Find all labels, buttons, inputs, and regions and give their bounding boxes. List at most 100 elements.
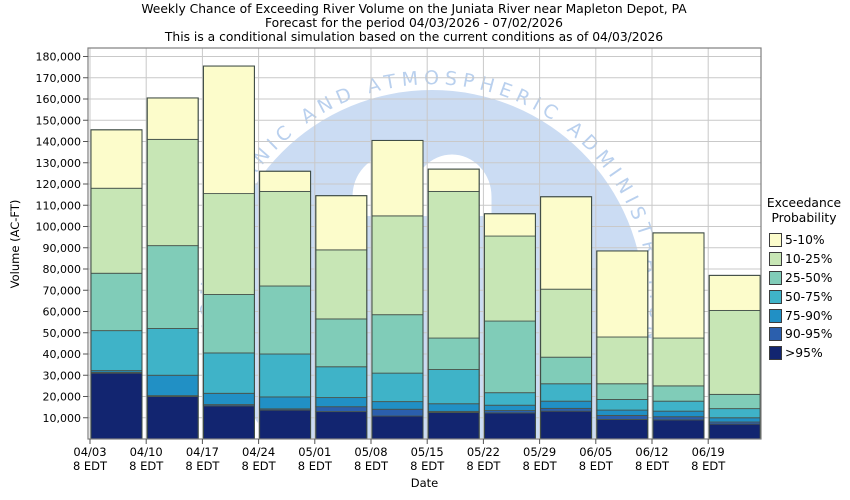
bar-segment-10-25- [146, 138, 199, 247]
bar-segment-50-75- [146, 328, 199, 376]
bar-segment-5-10- [483, 213, 536, 237]
bar-segment-50-75- [315, 366, 368, 399]
bar-segment-90-95- [371, 408, 424, 417]
y-tick-label: 10,000 [43, 412, 82, 425]
bar-segment-10-25- [259, 190, 312, 287]
axis-ticks [83, 56, 709, 444]
bar-segment-25-50- [596, 383, 649, 400]
legend-label: 50-75% [785, 289, 833, 304]
legend-swatch [769, 308, 782, 323]
legend-label: 25-50% [785, 270, 833, 285]
x-tick-label-time: 8 EDT [410, 459, 445, 473]
y-tick-label: 160,000 [36, 93, 82, 106]
x-tick-label-date: 05/01 [298, 445, 331, 459]
bar-segment-75-90- [315, 397, 368, 408]
gridlines [88, 48, 761, 439]
x-tick-label-date: 04/03 [73, 445, 106, 459]
x-tick-label-time: 8 EDT [579, 459, 614, 473]
bar-segment-10-25- [540, 288, 593, 358]
bar-04/10 [146, 97, 199, 440]
bar-segment-25-50- [652, 385, 705, 402]
x-tick-label-date: 04/10 [130, 445, 163, 459]
y-tick-label: 140,000 [36, 136, 82, 149]
chart-title-line3: This is a conditional simulation based o… [164, 30, 664, 44]
bar-segment-25-50- [90, 272, 143, 332]
bar-segment-10-25- [596, 336, 649, 385]
y-tick-label: 110,000 [36, 199, 82, 212]
bar-segment-10-25- [202, 193, 255, 295]
x-tick-label-date: 05/29 [523, 445, 556, 459]
bar-segment-75-90- [483, 404, 536, 411]
y-tick-label: 90,000 [43, 242, 82, 255]
x-tick-label-time: 8 EDT [466, 459, 501, 473]
bar-segment-75-90- [202, 392, 255, 406]
bar-segment-10-25- [90, 187, 143, 274]
chart-title-line2: Forecast for the period 04/03/2026 - 07/… [265, 16, 563, 30]
legend-swatch [769, 252, 782, 267]
x-axis-title: Date [410, 476, 439, 490]
bar-06/12 [652, 232, 705, 440]
legend-title: Exceedance Probability [758, 196, 850, 226]
legend-label: 10-25% [785, 252, 833, 267]
bar-segment-50-75- [371, 372, 424, 403]
legend-title-line1: Exceedance [766, 196, 842, 210]
legend-swatch [769, 327, 782, 342]
bar-segment-25-50- [540, 356, 593, 385]
x-tick-label-date: 06/05 [579, 445, 612, 459]
bar-segment-75-90- [371, 401, 424, 410]
x-tick-label-date: 05/15 [411, 445, 444, 459]
bar-segment-10-25- [708, 309, 761, 395]
bar-segment--95- [708, 423, 761, 440]
bar-segment-25-50- [483, 320, 536, 394]
bar-segment--95- [540, 410, 593, 440]
bar-05/01 [315, 195, 368, 440]
y-tick-labels: 10,000 20,000 30,000 40,000 50,000 60,000 70,0… [36, 51, 82, 425]
y-tick-label: 30,000 [43, 369, 82, 382]
y-tick-label: 50,000 [43, 327, 82, 340]
bar-06/05 [596, 250, 649, 440]
legend: Exceedance Probability 5-10% 10-25% 25-50%… [758, 196, 850, 363]
bar-segment-5-10- [202, 65, 255, 195]
bar-segment--95- [371, 415, 424, 440]
legend-item-25-50-: 25-50% [758, 269, 850, 288]
bar-segment-50-75- [90, 330, 143, 372]
x-tick-label-date: 04/24 [242, 445, 275, 459]
bar-segment-50-75- [652, 400, 705, 412]
bar-segment-10-25- [371, 215, 424, 316]
x-tick-label-time: 8 EDT [185, 459, 220, 473]
bar-segment-75-90- [596, 409, 649, 416]
bar-05/08 [371, 139, 424, 440]
bar-06/19 [708, 274, 761, 440]
y-tick-label: 70,000 [43, 284, 82, 297]
bar-segment-5-10- [540, 196, 593, 290]
x-tick-label-time: 8 EDT [298, 459, 333, 473]
legend-swatch [769, 233, 782, 248]
legend-item-10-25-: 10-25% [758, 250, 850, 269]
x-tick-label-time: 8 EDT [635, 459, 670, 473]
bar-segment-90-95- [596, 414, 649, 420]
chart-title: Weekly Chance of Exceeding River Volume … [0, 2, 828, 44]
bar-segment-75-90- [652, 410, 705, 418]
bar-segment-50-75- [708, 408, 761, 419]
bar-segment-5-10- [315, 195, 368, 251]
legend-label: 5-10% [785, 233, 825, 248]
legend-item-75-90-: 75-90% [758, 306, 850, 325]
legend-label: 75-90% [785, 308, 833, 323]
y-tick-label: 40,000 [43, 348, 82, 361]
bar-segment--95- [90, 372, 143, 440]
bar-04/17 [202, 65, 255, 440]
bar-segment--95- [427, 411, 480, 440]
bar-05/15 [427, 168, 480, 440]
x-tick-label-time: 8 EDT [523, 459, 558, 473]
bar-segment-50-75- [427, 369, 480, 405]
bar-segment--95- [596, 419, 649, 440]
bar-segment-5-10- [146, 97, 199, 140]
plot-border [87, 47, 762, 440]
y-tick-label: 120,000 [36, 178, 82, 191]
x-tick-label-date: 06/19 [692, 445, 725, 459]
bar-segment--95- [652, 419, 705, 440]
bar-segment-50-75- [202, 352, 255, 394]
legend-swatch [769, 346, 782, 361]
